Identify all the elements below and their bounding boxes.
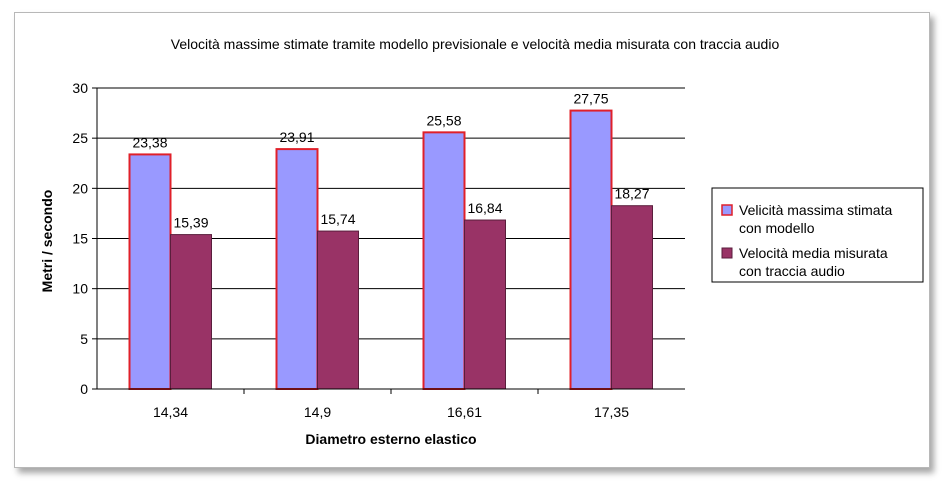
legend-box [711, 187, 924, 283]
data-label: 15,39 [173, 215, 208, 231]
y-axis-title: Metri / secondo [39, 190, 55, 293]
x-tick-label: 14,34 [153, 404, 188, 420]
chart-frame: Velocità massime stimate tramite modello… [14, 12, 930, 468]
y-tick-label: 5 [80, 331, 88, 347]
data-label: 16,84 [467, 200, 502, 216]
y-tick-label: 30 [72, 80, 88, 96]
x-tick-label: 16,61 [447, 404, 482, 420]
bar-measured [170, 234, 212, 390]
data-label: 18,27 [614, 186, 649, 202]
legend-label: Velocità media misurata [739, 245, 888, 261]
legend: Velicità massima stimata con modello Veloc… [711, 187, 924, 283]
bar-model [569, 109, 613, 390]
bar-measured [317, 230, 359, 390]
bar-measured [464, 219, 506, 390]
axis-layer: 0 5 10 15 20 25 30 14,34 14,9 16,61 17,35 [72, 80, 685, 420]
y-tick-label: 20 [72, 180, 88, 196]
data-label: 23,38 [132, 134, 167, 150]
data-label: 23,91 [279, 129, 314, 145]
y-tick-label: 0 [80, 381, 88, 397]
legend-label: Velicità massima stimata [739, 202, 892, 218]
data-label: 15,74 [320, 211, 355, 227]
data-label: 27,75 [573, 91, 608, 107]
x-tick-label: 17,35 [594, 404, 629, 420]
legend-swatch [721, 204, 733, 216]
x-tick-label: 14,9 [304, 404, 331, 420]
y-tick-label: 10 [72, 281, 88, 297]
x-axis-title: Diametro esterno elastico [305, 431, 476, 447]
y-tick-label: 15 [72, 231, 88, 247]
chart-title: Velocità massime stimate tramite modello… [171, 36, 780, 52]
bar-model [128, 153, 172, 390]
bar-model [275, 148, 319, 390]
chart-svg: Velocità massime stimate tramite modello… [39, 36, 924, 447]
legend-swatch [721, 247, 733, 259]
bars-layer: 23,38 15,39 23,91 15,74 25,58 16,84 27,75 18,27 [128, 91, 653, 391]
legend-label: con modello [739, 220, 815, 236]
bar-model [422, 131, 466, 391]
legend-label: con traccia audio [739, 263, 845, 279]
data-label: 25,58 [426, 112, 461, 128]
bar-measured [611, 205, 653, 390]
y-tick-label: 25 [72, 130, 88, 146]
